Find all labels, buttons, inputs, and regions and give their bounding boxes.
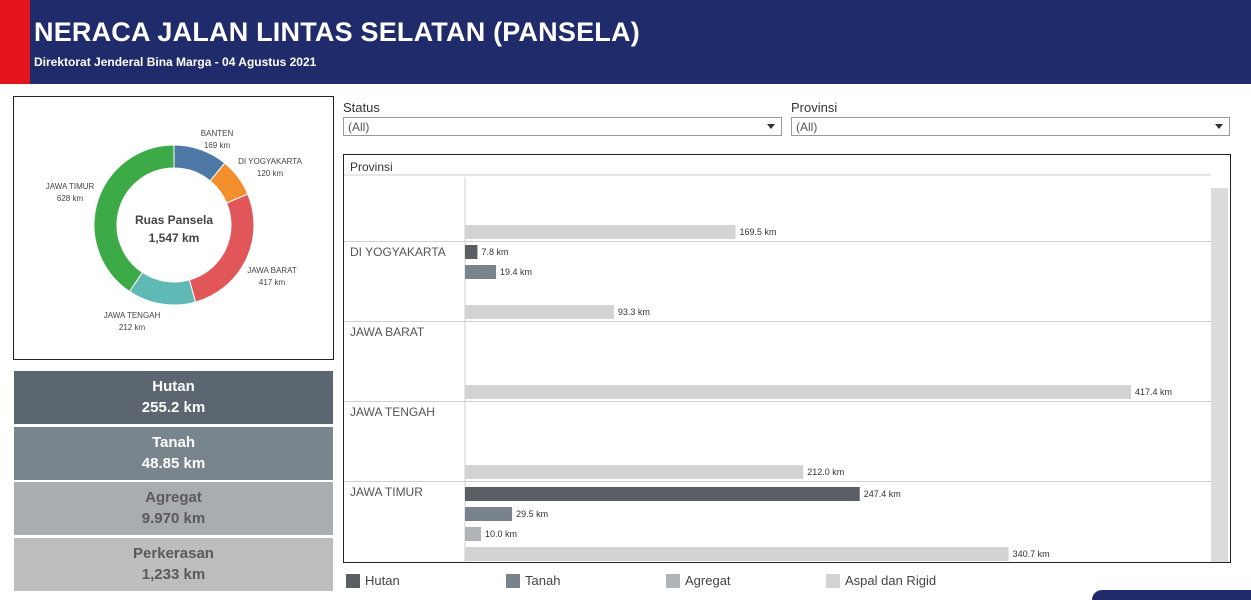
bar-value-label: 417.4 km [1135,387,1172,397]
bar-value-label: 29.5 km [516,509,548,519]
corner-decoration [1092,590,1251,600]
donut-label-jawa-tengah: JAWA TENGAH 212 km [103,311,161,332]
bar-value-label: 7.8 km [481,247,508,257]
bar-hutan[interactable] [465,245,478,259]
bar-tanah[interactable] [465,507,513,521]
provinsi-filter-value: (All) [796,120,818,134]
legend-swatch [826,574,840,588]
kpi-tanah: Tanah 48.85 km [14,427,333,480]
province-label: JAWA TENGAH [350,405,435,419]
bar-value-label: 19.4 km [500,267,532,277]
page-title: NERACA JALAN LINTAS SELATAN (PANSELA) [34,17,640,47]
province-label: DI YOGYAKARTA [350,245,446,259]
bar-value-label: 340.7 km [1013,549,1050,559]
bar-aspal-dan-rigid[interactable] [465,465,804,479]
bar-value-label: 169.5 km [739,227,776,237]
status-filter-label: Status [343,100,380,115]
donut-chart-panel: BANTEN 169 km DI YOGYAKARTA 120 km JAWA BA… [13,96,334,360]
provinsi-filter-label: Provinsi [791,100,838,115]
bar-aspal-dan-rigid[interactable] [465,225,736,239]
bar-aspal-dan-rigid[interactable] [465,305,614,319]
legend-swatch [666,574,680,588]
kpi-hutan: Hutan 255.2 km [14,371,333,424]
donut-label-jawa-barat: JAWA BARAT 417 km [247,266,297,287]
donut-label-diy: DI YOGYAKARTA 120 km [238,157,302,178]
chevron-down-icon [767,124,775,129]
status-filter-dropdown[interactable]: (All) [343,117,782,136]
donut-center-label: Ruas Pansela 1,547 km [134,213,214,245]
bar-agregat[interactable] [465,527,481,541]
bar-aspal-dan-rigid[interactable] [465,385,1131,399]
bar-value-label: 10.0 km [485,529,517,539]
provinsi-filter-dropdown[interactable]: (All) [791,117,1230,136]
bar-aspal-dan-rigid[interactable] [465,547,1009,561]
province-label: JAWA TIMUR [350,485,423,499]
bar-tanah[interactable] [465,265,496,279]
bar-hutan[interactable] [465,487,860,501]
kpi-agregat: Agregat 9.970 km [14,482,333,535]
chart-column-header: Provinsi [350,160,393,174]
donut-chart [93,144,255,306]
legend-swatch [506,574,520,588]
bar-chart-panel: Provinsi 169.5 km DI YOGYAKARTA 7.8 km 19.4… [343,154,1231,563]
province-label: JAWA BARAT [350,325,425,339]
donut-slice-jawa-timur[interactable] [93,144,175,293]
donut-label-banten: BANTEN 169 km [200,129,234,150]
page-header: NERACA JALAN LINTAS SELATAN (PANSELA) Di… [0,0,1251,84]
legend-swatch [346,574,360,588]
vertical-scrollbar[interactable] [1211,188,1228,562]
kpi-perkerasan: Perkerasan 1,233 km [14,538,333,591]
bar-value-label: 93.3 km [618,307,650,317]
bar-value-label: 212.0 km [807,467,844,477]
bar-value-label: 247.4 km [864,489,901,499]
chevron-down-icon [1215,124,1223,129]
page-subtitle: Direktorat Jenderal Bina Marga - 04 Agus… [34,55,317,69]
header-accent-bar [0,0,30,84]
status-filter-value: (All) [348,120,370,134]
bar-chart: 169.5 km DI YOGYAKARTA 7.8 km 19.4 km 93.3 k… [344,174,1211,562]
donut-label-jawa-timur: JAWA TIMUR 628 km [45,182,95,203]
